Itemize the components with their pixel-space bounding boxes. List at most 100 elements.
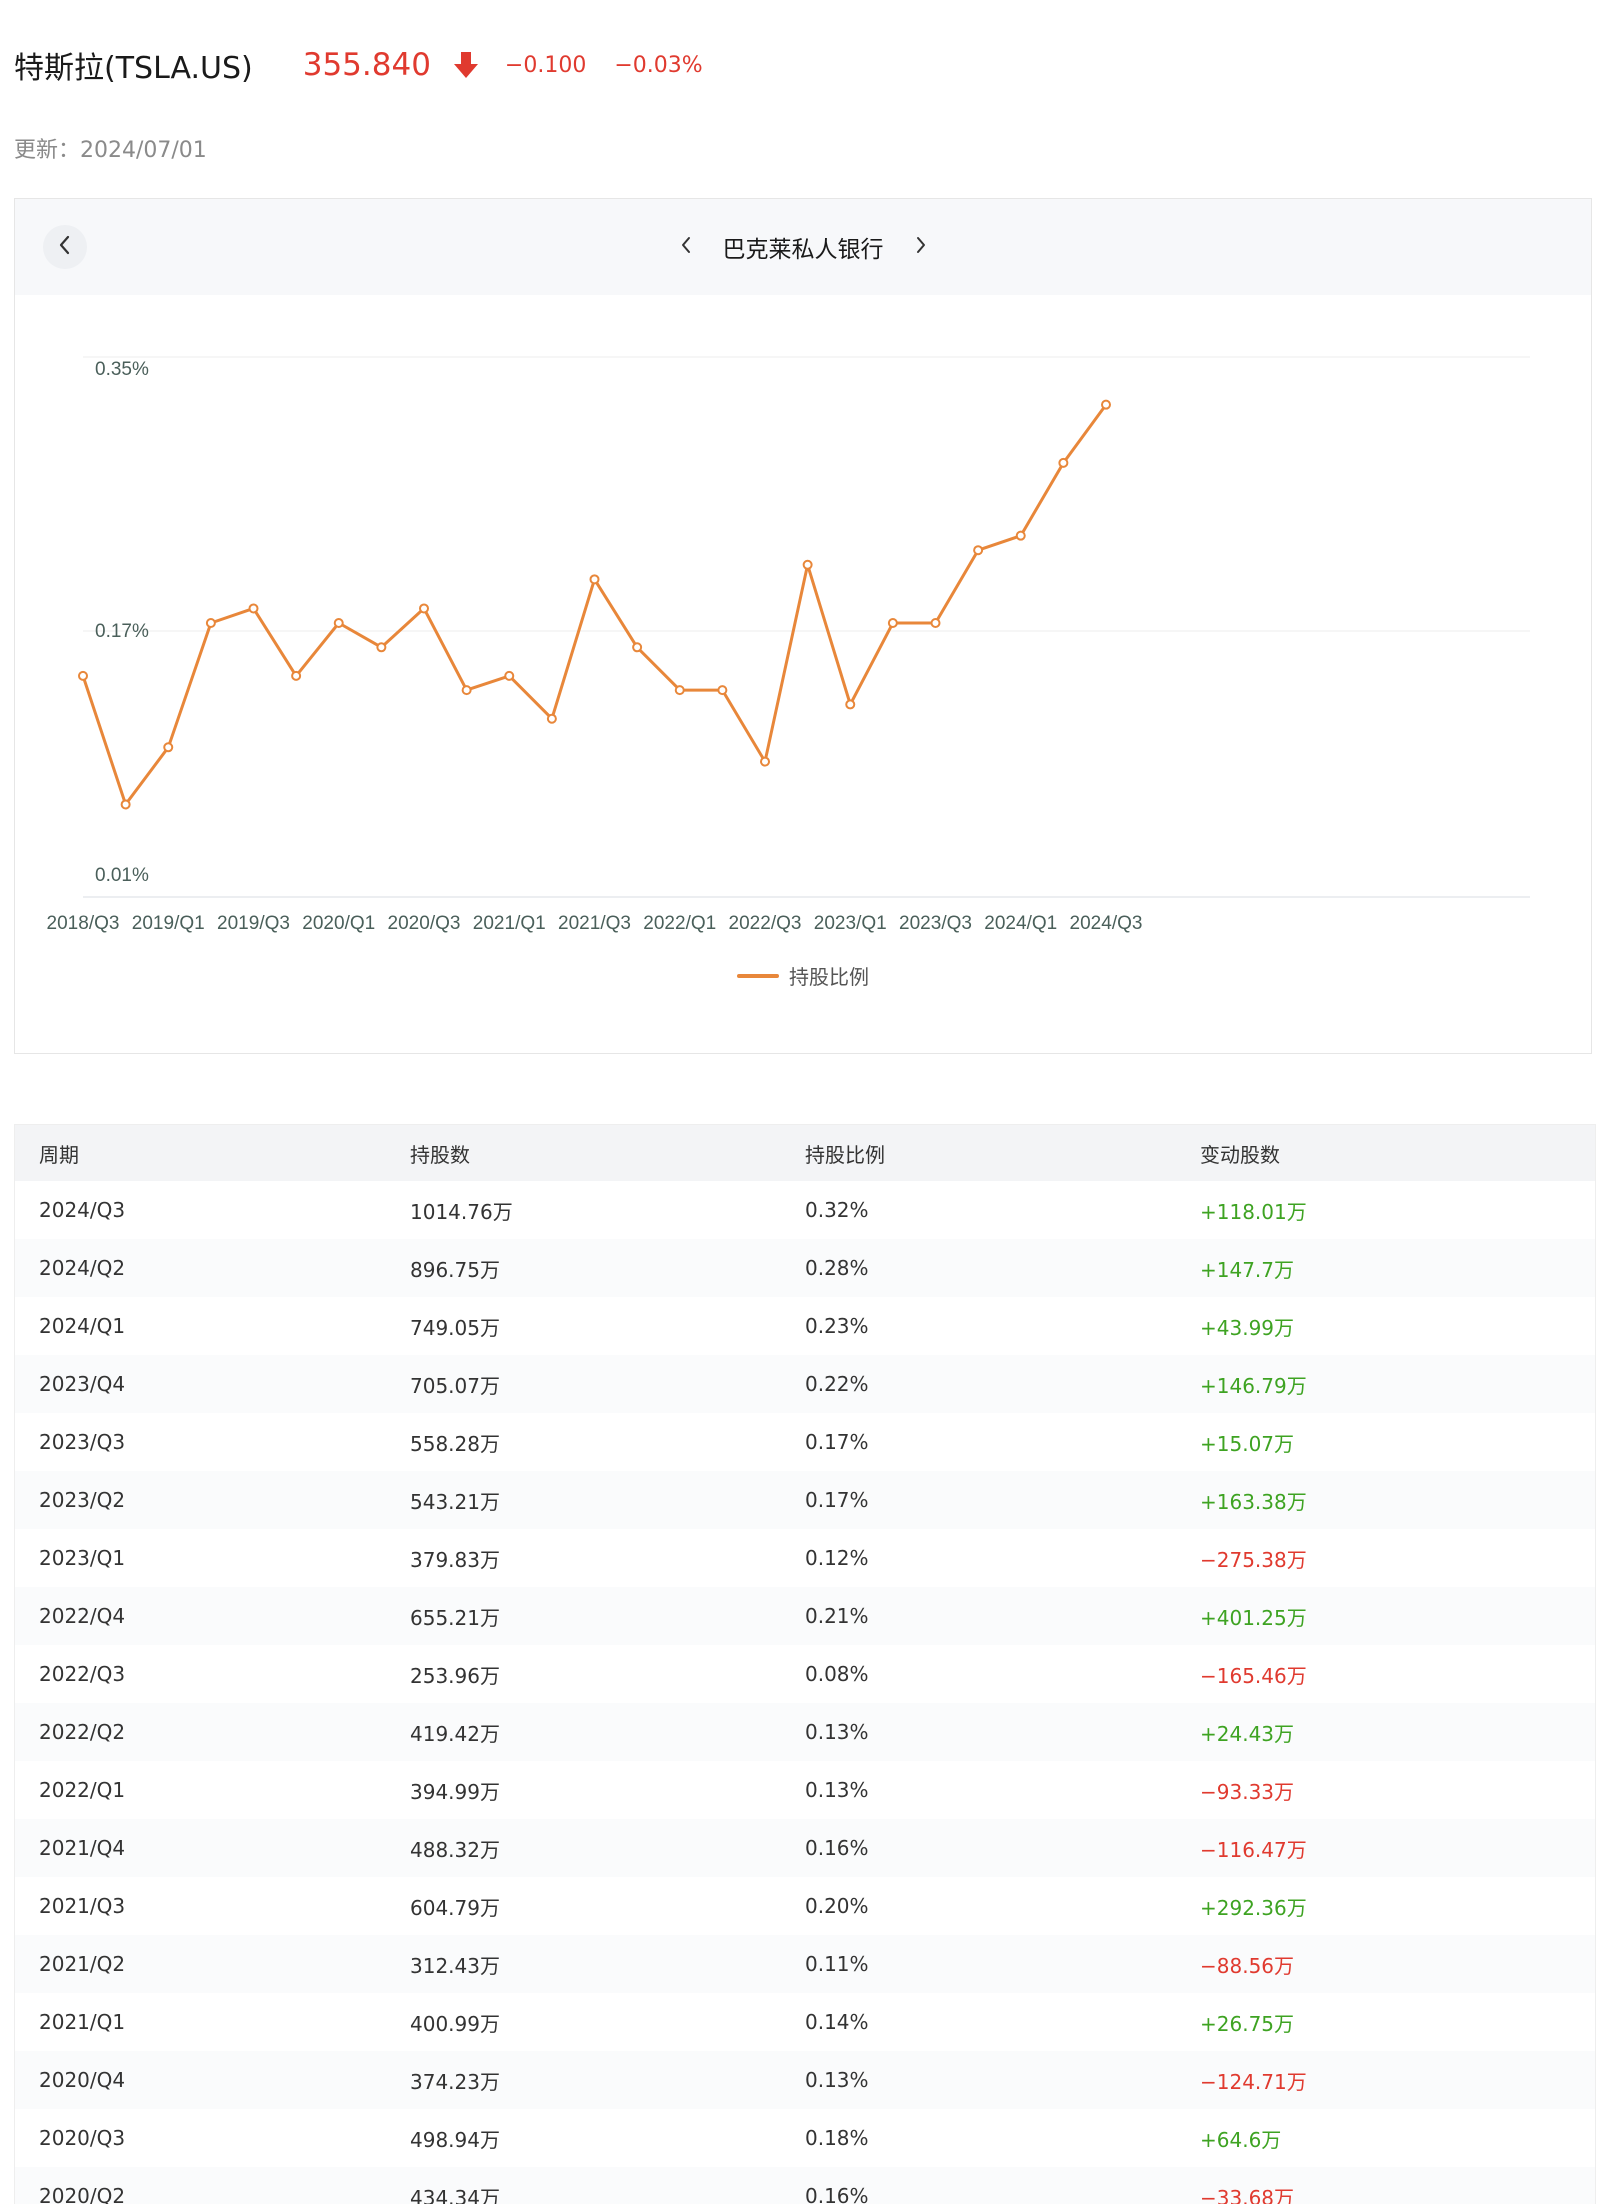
- cell-shares: 379.83万: [410, 1547, 500, 1572]
- data-point: [717, 685, 728, 696]
- data-point: [376, 642, 387, 653]
- data-point: [674, 685, 685, 696]
- cell-ratio: 0.11%: [805, 1952, 869, 1976]
- data-point: [120, 799, 131, 810]
- cell-shares: 604.79万: [410, 1895, 500, 1920]
- data-point: [248, 603, 259, 614]
- cell-period: 2024/Q1: [39, 1314, 126, 1338]
- y-tick-label: 0.17%: [95, 621, 149, 642]
- cell-change: −93.33万: [1200, 1779, 1295, 1804]
- x-tick-label: 2021/Q1: [473, 913, 546, 934]
- cell-period: 2022/Q2: [39, 1720, 126, 1744]
- column-header-shares: 持股数: [410, 1125, 805, 1181]
- cell-shares: 312.43万: [410, 1953, 500, 1978]
- cell-shares: 394.99万: [410, 1779, 500, 1804]
- cell-period: 2022/Q4: [39, 1604, 126, 1628]
- cell-period: 2020/Q2: [39, 2184, 126, 2204]
- data-point: [632, 642, 643, 653]
- cell-period: 2021/Q3: [39, 1894, 126, 1918]
- table-row: 2023/Q2 543.21万 0.17% +163.38万: [15, 1471, 1595, 1529]
- cell-period: 2023/Q2: [39, 1488, 126, 1512]
- holding-table: 周期 持股数 持股比例 变动股数 2024/Q3 1014.76万 0.32% +11…: [14, 1124, 1596, 2204]
- cell-shares: 1014.76万: [410, 1199, 513, 1224]
- x-tick-label: 2019/Q3: [217, 913, 290, 934]
- table-row: 2022/Q3 253.96万 0.08% −165.46万: [15, 1645, 1595, 1703]
- cell-ratio: 0.20%: [805, 1894, 869, 1918]
- data-point: [973, 545, 984, 556]
- data-point: [760, 756, 770, 767]
- update-date: 更新：2024/07/01: [14, 138, 207, 163]
- cell-shares: 400.99万: [410, 2011, 500, 2036]
- prev-institution-button[interactable]: [671, 232, 701, 262]
- chart-legend[interactable]: 持股比例: [15, 961, 1591, 990]
- table-row: 2023/Q1 379.83万 0.12% −275.38万: [15, 1529, 1595, 1587]
- x-tick-label: 2019/Q1: [132, 913, 205, 934]
- cell-change: +146.79万: [1200, 1373, 1307, 1398]
- cell-ratio: 0.17%: [805, 1488, 869, 1512]
- cell-ratio: 0.13%: [805, 1720, 869, 1744]
- x-tick-label: 2022/Q1: [643, 913, 716, 934]
- data-point: [291, 670, 302, 681]
- cell-shares: 488.32万: [410, 1837, 500, 1862]
- data-point: [419, 603, 429, 614]
- x-tick-label: 2023/Q3: [899, 913, 972, 934]
- cell-ratio: 0.13%: [805, 1778, 869, 1802]
- cell-ratio: 0.16%: [805, 2184, 869, 2204]
- data-point: [546, 713, 557, 724]
- data-point: [845, 699, 856, 710]
- cell-period: 2023/Q3: [39, 1430, 126, 1454]
- table-row: 2024/Q2 896.75万 0.28% +147.7万: [15, 1239, 1595, 1297]
- table-body: 2024/Q3 1014.76万 0.32% +118.01万 2024/Q2 896.7…: [15, 1181, 1595, 2204]
- data-point: [504, 670, 515, 681]
- cell-shares: 498.94万: [410, 2127, 500, 2152]
- legend-line-swatch: [737, 973, 779, 978]
- cell-shares: 374.23万: [410, 2069, 500, 2094]
- cell-period: 2022/Q1: [39, 1778, 126, 1802]
- table-row: 2021/Q1 400.99万 0.14% +26.75万: [15, 1993, 1595, 2051]
- back-button[interactable]: [43, 225, 87, 269]
- data-point: [333, 618, 344, 628]
- stock-name: 特斯拉(TSLA.US): [14, 51, 253, 86]
- cell-ratio: 0.12%: [805, 1546, 869, 1570]
- price-change-percent: −0.03%: [614, 52, 703, 78]
- x-tick-label: 2018/Q3: [47, 913, 120, 934]
- cell-period: 2024/Q3: [39, 1198, 126, 1222]
- cell-shares: 749.05万: [410, 1315, 500, 1340]
- cell-ratio: 0.32%: [805, 1198, 869, 1222]
- data-point: [887, 618, 898, 628]
- cell-period: 2021/Q4: [39, 1836, 126, 1860]
- cell-change: +64.6万: [1200, 2127, 1282, 2152]
- column-header-change: 变动股数: [1200, 1125, 1595, 1181]
- table-row: 2021/Q2 312.43万 0.11% −88.56万: [15, 1935, 1595, 1993]
- stock-price: 355.840: [302, 47, 431, 83]
- x-tick-label: 2023/Q1: [814, 913, 887, 934]
- table-row: 2021/Q3 604.79万 0.20% +292.36万: [15, 1877, 1595, 1935]
- table-row: 2024/Q3 1014.76万 0.32% +118.01万: [15, 1181, 1595, 1239]
- cell-change: +401.25万: [1200, 1605, 1307, 1630]
- next-institution-button[interactable]: [906, 232, 936, 262]
- cell-shares: 434.34万: [410, 2185, 500, 2204]
- cell-period: 2020/Q4: [39, 2068, 126, 2092]
- cell-shares: 896.75万: [410, 1257, 500, 1282]
- cell-change: +118.01万: [1200, 1199, 1307, 1224]
- cell-ratio: 0.16%: [805, 1836, 869, 1860]
- cell-ratio: 0.28%: [805, 1256, 869, 1280]
- data-point: [78, 670, 88, 681]
- cell-change: +24.43万: [1200, 1721, 1295, 1746]
- cell-period: 2020/Q3: [39, 2126, 126, 2150]
- x-tick-label: 2021/Q3: [558, 913, 631, 934]
- table-row: 2022/Q4 655.21万 0.21% +401.25万: [15, 1587, 1595, 1645]
- table-row: 2022/Q2 419.42万 0.13% +24.43万: [15, 1703, 1595, 1761]
- table-row: 2023/Q4 705.07万 0.22% +146.79万: [15, 1355, 1595, 1413]
- table-row: 2020/Q3 498.94万 0.18% +64.6万: [15, 2109, 1595, 2167]
- cell-ratio: 0.17%: [805, 1430, 869, 1454]
- table-row: 2023/Q3 558.28万 0.17% +15.07万: [15, 1413, 1595, 1471]
- x-tick-label: 2024/Q1: [984, 913, 1057, 934]
- series-line: [81, 403, 1108, 806]
- x-tick-label: 2020/Q3: [388, 913, 461, 934]
- stock-header: 特斯拉(TSLA.US) 355.840 −0.100 −0.03%: [14, 40, 703, 90]
- price-change: −0.100: [504, 52, 587, 78]
- cell-change: +292.36万: [1200, 1895, 1307, 1920]
- data-point: [205, 618, 216, 628]
- cell-ratio: 0.14%: [805, 2010, 869, 2034]
